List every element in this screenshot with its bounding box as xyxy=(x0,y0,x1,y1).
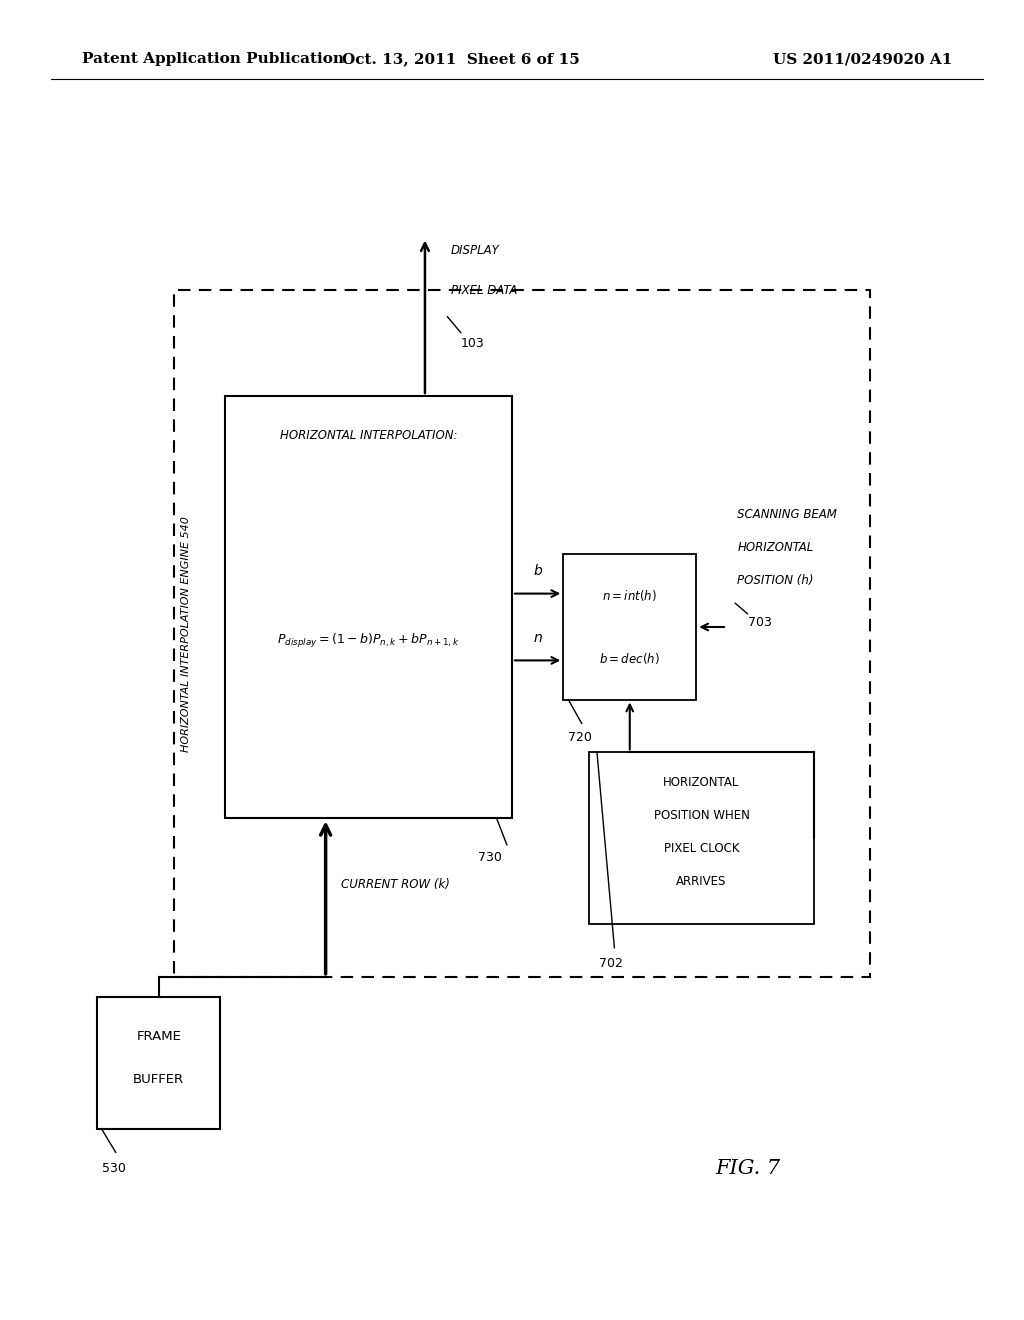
Text: FIG. 7: FIG. 7 xyxy=(715,1159,780,1177)
Text: HORIZONTAL: HORIZONTAL xyxy=(737,541,813,554)
Text: ARRIVES: ARRIVES xyxy=(676,875,727,888)
Text: $b=dec(h)$: $b=dec(h)$ xyxy=(599,652,660,667)
Text: 103: 103 xyxy=(461,337,484,350)
Text: SCANNING BEAM: SCANNING BEAM xyxy=(737,508,838,521)
Text: 530: 530 xyxy=(102,1162,126,1175)
Text: POSITION WHEN: POSITION WHEN xyxy=(653,809,750,822)
Text: BUFFER: BUFFER xyxy=(133,1073,184,1086)
Text: 730: 730 xyxy=(478,851,502,865)
Text: $n=int(h)$: $n=int(h)$ xyxy=(602,587,657,602)
Text: 703: 703 xyxy=(748,616,771,630)
Bar xyxy=(225,396,512,818)
Text: FRAME: FRAME xyxy=(136,1030,181,1043)
Bar xyxy=(563,554,696,700)
Text: 720: 720 xyxy=(568,731,592,744)
Text: b: b xyxy=(534,564,542,578)
Text: POSITION (h): POSITION (h) xyxy=(737,574,814,587)
Text: DISPLAY: DISPLAY xyxy=(451,244,500,257)
Text: PIXEL CLOCK: PIXEL CLOCK xyxy=(664,842,739,855)
Text: n: n xyxy=(534,631,542,644)
Text: HORIZONTAL INTERPOLATION ENGINE 540: HORIZONTAL INTERPOLATION ENGINE 540 xyxy=(181,516,191,751)
Bar xyxy=(97,997,220,1129)
Text: PIXEL DATA: PIXEL DATA xyxy=(451,284,517,297)
Text: HORIZONTAL: HORIZONTAL xyxy=(664,776,739,789)
Text: 702: 702 xyxy=(599,957,623,970)
Text: Patent Application Publication: Patent Application Publication xyxy=(82,53,344,66)
Bar xyxy=(589,752,814,924)
Text: HORIZONTAL INTERPOLATION:: HORIZONTAL INTERPOLATION: xyxy=(280,429,458,442)
Bar xyxy=(174,290,870,977)
Text: $P_{display}=(1-b)P_{n,k}+bP_{n+1,k}$: $P_{display}=(1-b)P_{n,k}+bP_{n+1,k}$ xyxy=(278,632,460,649)
Text: US 2011/0249020 A1: US 2011/0249020 A1 xyxy=(773,53,952,66)
Text: CURRENT ROW (k): CURRENT ROW (k) xyxy=(341,878,450,891)
Text: Oct. 13, 2011  Sheet 6 of 15: Oct. 13, 2011 Sheet 6 of 15 xyxy=(342,53,580,66)
